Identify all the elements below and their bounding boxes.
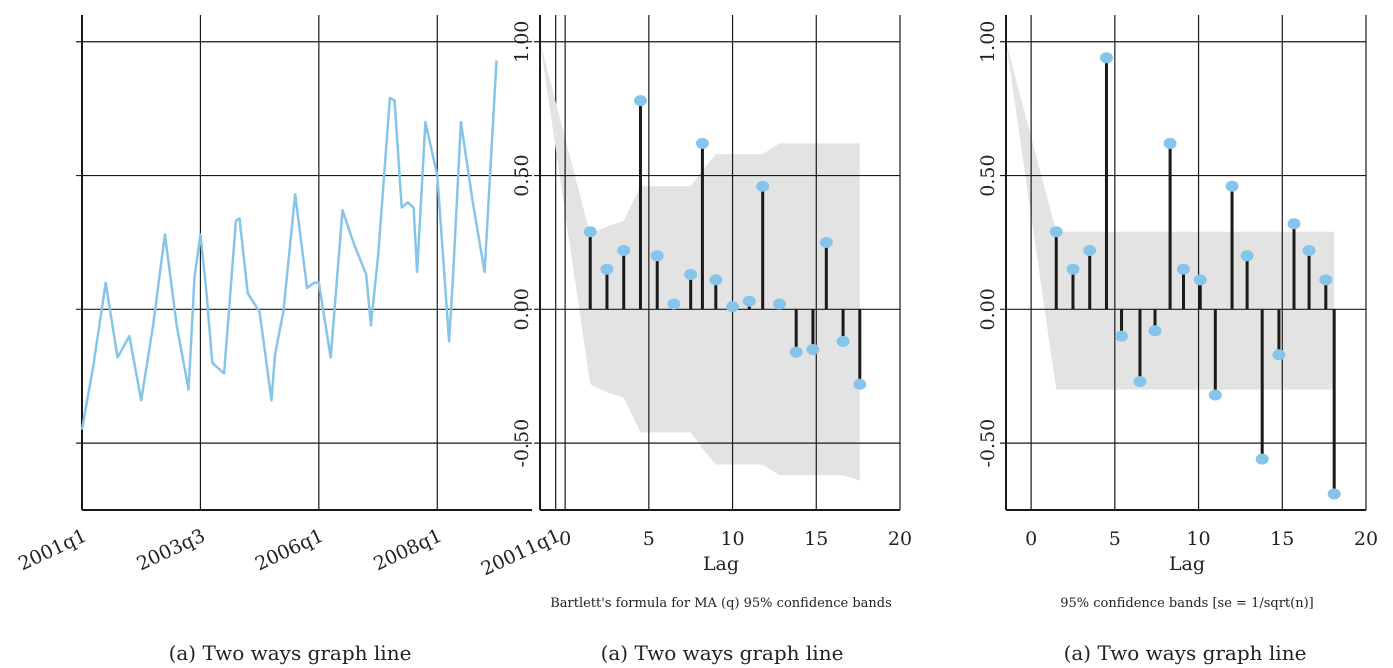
x-tick-label: 5 [1109,528,1121,550]
acf-marker [1049,226,1063,238]
y-tick-label: 1.00 [977,21,999,63]
panel-caption: (a) Two ways graph line [601,641,844,665]
acf-marker [617,244,631,256]
x-tick-label: 5 [643,528,655,550]
x-tick-label: 2006q1 [252,525,327,576]
y-tick-label: -0.50 [511,419,533,468]
acf-marker [772,298,786,310]
y-tick-label: 0.00 [977,288,999,330]
panel-caption: (a) Two ways graph line [1064,641,1307,665]
acf-marker [853,378,867,390]
panel-acf-bartlett: 0 5 10 15 20 -0.50 0.00 0.50 1.00 Lag Bartlett's f… [511,15,912,665]
acf-marker [650,250,664,262]
acf-marker [1225,180,1239,192]
panel-caption: (a) Two ways graph line [169,641,412,665]
x-axis-label: Lag [1169,553,1205,575]
confidence-note: Bartlett's formula for MA (q) 95% confid… [550,596,892,611]
panel-time-series-line: 2001q1 2003q3 2006q1 2008q1 20011q1 (a) Two w… [15,15,564,665]
acf-marker [756,180,770,192]
acf-marker [1133,376,1147,388]
acf-marker [667,298,681,310]
acf-marker [1208,389,1222,401]
x-tick-label: 15 [804,528,828,550]
acf-marker [1240,250,1254,262]
y-tick-label: 0.50 [977,154,999,196]
y-tick-label: 1.00 [511,21,533,63]
acf-marker [806,343,820,355]
x-tick-label: 10 [720,528,744,550]
x-tick-label: 20011q1 [478,525,564,581]
x-axis-label: Lag [703,553,739,575]
acf-marker [1148,325,1162,337]
acf-marker [1319,274,1333,286]
x-tick-label: 2003q3 [133,525,208,576]
acf-marker [1255,453,1269,465]
acf-marker [684,269,698,281]
x-tick-label: 2001q1 [15,525,90,576]
panel-acf-se: 0 5 10 15 20 -0.50 0.00 0.50 1.00 Lag 95% confiden… [977,15,1378,665]
acf-marker [742,295,756,307]
acf-marker [1099,52,1113,64]
y-tick-label: 0.00 [511,288,533,330]
series-line [80,60,498,430]
acf-marker [1176,263,1190,275]
acf-marker [600,263,614,275]
acf-marker [1287,218,1301,230]
y-tick-label: -0.50 [977,419,999,468]
confidence-band [1006,41,1335,390]
acf-marker [836,335,850,347]
acf-marker [819,236,833,248]
acf-marker [1193,274,1207,286]
x-tick-label: 0 [559,528,571,550]
acf-marker [1083,244,1097,256]
x-tick-label: 15 [1270,528,1294,550]
acf-marker [1066,263,1080,275]
acf-marker [709,274,723,286]
confidence-band [540,41,860,481]
x-tick-label: 0 [1025,528,1037,550]
acf-marker [1163,137,1177,149]
x-tick-label: 20 [1354,528,1378,550]
acf-marker [583,226,597,238]
acf-marker [726,301,740,313]
acf-marker [1327,488,1341,500]
acf-marker [1302,244,1316,256]
acf-marker [1272,349,1286,361]
x-tick-label: 20 [888,528,912,550]
acf-marker [1115,330,1129,342]
y-tick-label: 0.50 [511,154,533,196]
acf-marker [695,137,709,149]
acf-marker [789,346,803,358]
acf-marker [633,95,647,107]
x-tick-label: 10 [1186,528,1210,550]
x-tick-label: 2008q1 [370,525,445,576]
confidence-note: 95% confidence bands [se = 1/sqrt(n)] [1060,596,1314,611]
